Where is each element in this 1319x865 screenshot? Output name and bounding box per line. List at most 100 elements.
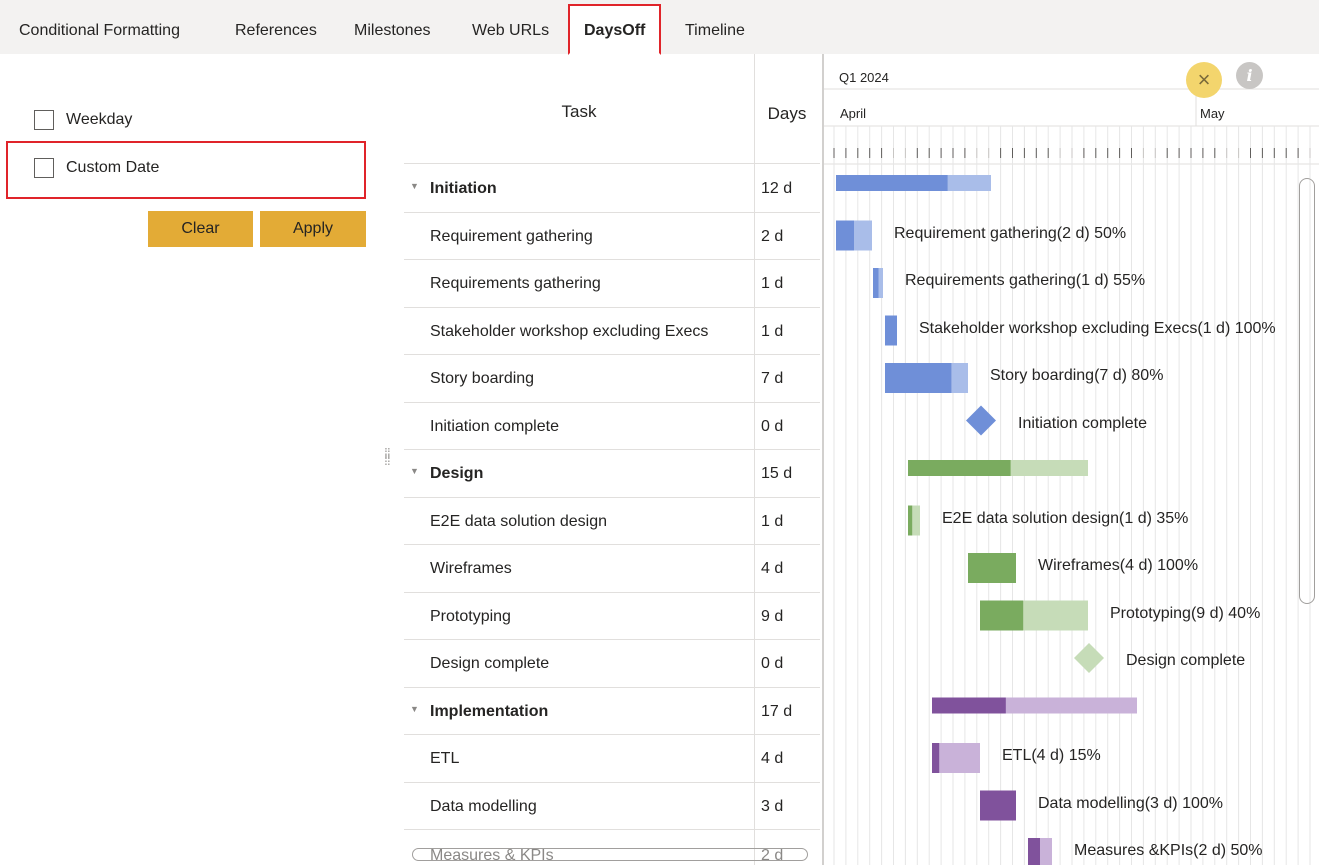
month-label-may: May	[1200, 106, 1225, 121]
clear-button[interactable]: Clear	[148, 211, 253, 247]
bar-label: Requirements gathering(1 d) 55%	[905, 272, 1146, 289]
task-days: 1 d	[761, 512, 784, 530]
custom-date-highlight	[6, 141, 366, 199]
table-row[interactable]: Wireframes 4 d	[404, 545, 820, 593]
tab-web-urls[interactable]: Web URLs	[472, 22, 550, 39]
bar-label: Stakeholder workshop excluding Execs(1 d…	[919, 319, 1276, 337]
tab-daysoff[interactable]: DaysOff	[568, 4, 662, 55]
task-bar-progress	[932, 743, 940, 773]
days-off-panel: Weekday Custom Date Clear Apply	[0, 54, 400, 865]
task-name: Implementation	[430, 702, 549, 720]
bar-label: Story boarding(7 d) 80%	[990, 367, 1164, 384]
column-separator[interactable]	[754, 54, 755, 865]
task-bar-progress	[836, 220, 854, 251]
table-row[interactable]: Requirements gathering 1 d	[404, 260, 820, 308]
summary-bar-progress	[908, 460, 1011, 476]
task-days: 7 d	[761, 370, 784, 387]
apply-button[interactable]: Apply	[260, 211, 366, 247]
task-name: Data modelling	[430, 797, 537, 815]
bar-label: Requirement gathering(2 d) 50%	[894, 224, 1127, 242]
task-days: 12 d	[761, 180, 793, 197]
table-row[interactable]: ▼ Implementation 17 d	[404, 688, 820, 735]
table-row[interactable]: Prototyping 9 d	[404, 593, 820, 640]
weekday-label: Weekday	[66, 111, 133, 128]
quarter-label: Q1 2024	[839, 70, 889, 85]
expand-caret-icon[interactable]: ▼	[410, 703, 419, 714]
bar-label: Measures &KPIs(2 d) 50%	[1074, 842, 1263, 859]
task-bar-progress	[968, 553, 1016, 583]
task-days: 0 d	[761, 655, 784, 672]
tab-references[interactable]: References	[235, 22, 317, 39]
expand-caret-icon[interactable]: ▼	[410, 466, 419, 476]
table-row[interactable]: ▼ Design 15 d	[404, 450, 820, 498]
tab-milestones[interactable]: Milestones	[354, 22, 431, 39]
task-days: 17 d	[761, 702, 793, 720]
task-name: ETL	[430, 750, 460, 767]
task-column-header[interactable]: Task	[561, 102, 597, 121]
task-name: Initiation	[430, 180, 497, 197]
task-bar-progress	[885, 363, 952, 393]
table-row[interactable]: Measures & KPIs 2 d	[404, 830, 820, 865]
tab-timeline[interactable]: Timeline	[685, 22, 745, 39]
weekday-option[interactable]: Weekday	[34, 110, 132, 130]
splitter-handle[interactable]: ⁞⁞ ⁞⁞	[384, 445, 391, 468]
table-row[interactable]: Data modelling 3 d	[404, 783, 820, 830]
table-row[interactable]: E2E data solution design 1 d	[404, 498, 820, 545]
bar-label: Wireframes(4 d) 100%	[1038, 557, 1199, 574]
info-icon[interactable]: i	[1236, 62, 1263, 89]
task-bar-progress	[980, 790, 1016, 821]
bar-label: Initiation complete	[1018, 414, 1147, 432]
milestone-diamond	[966, 405, 996, 436]
tab-conditional-formatting[interactable]: Conditional Formatting	[19, 22, 180, 39]
custom-date-checkbox[interactable]	[34, 158, 54, 178]
table-row[interactable]: Stakeholder workshop excluding Execs 1 d	[404, 308, 820, 355]
task-days: 9 d	[761, 607, 784, 625]
vertical-scrollbar[interactable]	[1299, 178, 1315, 604]
task-bar-progress	[885, 315, 897, 346]
month-label-april: April	[840, 106, 867, 121]
task-bar-progress	[873, 268, 879, 298]
task-days: 2 d	[761, 227, 784, 245]
table-row[interactable]: ETL 4 d	[404, 735, 820, 783]
task-days: 1 d	[761, 275, 784, 292]
task-days: 0 d	[761, 417, 784, 435]
bar-label: ETL(4 d) 15%	[1002, 747, 1101, 764]
bar-label: Prototyping(9 d) 40%	[1110, 604, 1261, 622]
task-name: Requirements gathering	[430, 275, 601, 292]
summary-bar-progress	[836, 175, 948, 191]
task-name: Wireframes	[430, 560, 512, 577]
expand-caret-icon[interactable]: ▼	[410, 181, 419, 191]
task-days: 1 d	[761, 322, 784, 340]
bar-label: E2E data solution design(1 d) 35%	[942, 509, 1189, 527]
task-bar-progress	[1028, 838, 1040, 865]
task-days: 3 d	[761, 797, 784, 815]
task-name: Measures & KPIs	[430, 847, 554, 864]
table-row[interactable]: Requirement gathering 2 d	[404, 213, 820, 260]
task-grid: Task Days ▼ Initiation 12 d Requirement gat…	[404, 54, 820, 865]
task-days: 15 d	[761, 465, 793, 482]
days-column-header[interactable]: Days	[767, 104, 807, 123]
task-name: E2E data solution design	[430, 512, 608, 530]
grid-header: Task Days	[404, 54, 820, 164]
table-row[interactable]: ▼ Initiation 12 d	[404, 165, 820, 213]
table-row[interactable]: Story boarding 7 d	[404, 355, 820, 403]
custom-date-label: Custom Date	[66, 159, 160, 176]
task-bar-remaining	[932, 743, 980, 773]
weekday-checkbox[interactable]	[34, 110, 54, 130]
custom-date-option[interactable]: Custom Date	[34, 158, 159, 178]
milestone-diamond	[1074, 643, 1104, 673]
task-name: Story boarding	[430, 370, 535, 387]
gantt-canvas	[824, 88, 1319, 865]
task-name: Stakeholder workshop excluding Execs	[430, 322, 709, 340]
table-row[interactable]: Design complete 0 d	[404, 640, 820, 688]
table-row[interactable]: Initiation complete 0 d	[404, 403, 820, 450]
bar-label: Data modelling(3 d) 100%	[1038, 794, 1223, 812]
task-name: Design	[430, 465, 484, 482]
task-days: 4 d	[761, 750, 784, 767]
summary-bar-progress	[932, 697, 1006, 714]
close-icon[interactable]: ×	[1186, 62, 1222, 98]
task-name: Design complete	[430, 655, 550, 672]
task-bar-progress	[908, 505, 913, 536]
task-name: Requirement gathering	[430, 227, 593, 245]
horizontal-scrollbar[interactable]	[412, 848, 808, 861]
